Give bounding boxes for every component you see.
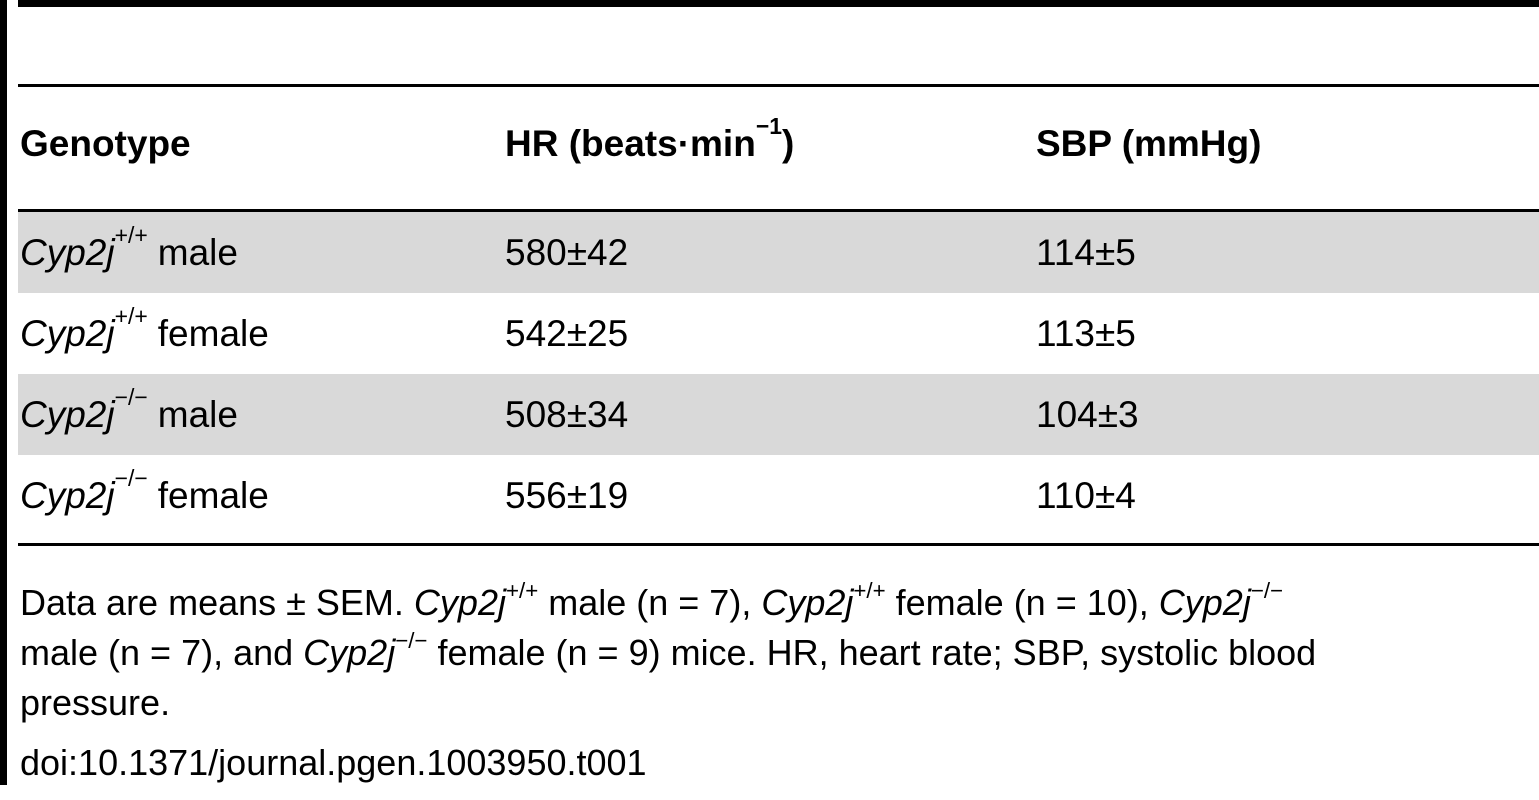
footnote-line-1: Data are means ± SEM. Cyp2j+/+ male (n =… bbox=[20, 578, 1539, 630]
genotype-superscript: −/− bbox=[114, 464, 148, 491]
footnote-line-2: male (n = 7), and Cyp2j−/− female (n = 9… bbox=[20, 628, 1539, 680]
header-hr-close: ) bbox=[781, 123, 795, 164]
table-row: Cyp2j +/+ female 542±25 113±5 bbox=[18, 293, 1539, 374]
header-bottom-rule bbox=[18, 209, 1539, 212]
genotype-superscript: −/− bbox=[114, 383, 148, 410]
genotype-superscript: +/+ bbox=[114, 221, 148, 248]
gene-name: Cyp2j bbox=[761, 582, 854, 623]
footnote-text: female (n = 10), bbox=[885, 582, 1159, 623]
genotype-superscript: +/+ bbox=[114, 302, 148, 329]
header-genotype: Genotype bbox=[20, 123, 191, 164]
table-row: Cyp2j +/+ male 580±42 114±5 bbox=[18, 212, 1539, 293]
hr-cell: 580±42 bbox=[505, 231, 629, 273]
table-row: Cyp2j −/− male 508±34 104±3 bbox=[18, 374, 1539, 455]
footnote-text: female (n = 9) mice. HR, heart rate; SBP… bbox=[427, 632, 1317, 673]
doi-link[interactable]: doi:10.1371/journal.pgen.1003950.t001 bbox=[20, 742, 647, 783]
sex-label: male bbox=[157, 393, 238, 435]
gene-name: Cyp2j bbox=[20, 474, 115, 516]
sbp-cell: 110±4 bbox=[1036, 474, 1136, 516]
footnote-text: male (n = 7), and bbox=[20, 632, 304, 673]
gene-name: Cyp2j bbox=[303, 632, 396, 673]
sex-label: female bbox=[157, 474, 269, 516]
table-bottom-rule bbox=[18, 543, 1539, 546]
top-rule bbox=[18, 0, 1539, 7]
genotype-cell: Cyp2j −/− female bbox=[20, 455, 269, 536]
genotype-superscript: +/+ bbox=[505, 578, 539, 604]
gene-name: Cyp2j bbox=[20, 312, 115, 354]
genotype-cell: Cyp2j +/+ female bbox=[20, 293, 269, 374]
genotype-cell: Cyp2j −/− male bbox=[20, 374, 238, 455]
genotype-superscript: −/− bbox=[395, 628, 428, 654]
gene-name: Cyp2j bbox=[20, 231, 115, 273]
header-hr: HR (beats·min −1) bbox=[505, 100, 794, 188]
sex-label: female bbox=[157, 312, 269, 354]
sex-label: male bbox=[157, 231, 238, 273]
table-footnote: Data are means ± SEM. Cyp2j+/+ male (n =… bbox=[20, 578, 1539, 725]
gene-name: Cyp2j bbox=[20, 393, 115, 435]
gene-name: Cyp2j bbox=[1158, 582, 1251, 623]
header-top-rule bbox=[18, 84, 1539, 87]
hr-cell: 556±19 bbox=[505, 474, 629, 516]
header-hr-exponent: −1 bbox=[755, 113, 782, 140]
header-row: Genotype HR (beats·min −1) SBP (mmHg) bbox=[18, 100, 1539, 188]
sbp-cell: 104±3 bbox=[1036, 393, 1139, 435]
sbp-cell: 114±5 bbox=[1036, 231, 1136, 273]
genotype-superscript: +/+ bbox=[853, 578, 886, 604]
footnote-text: Data are means ± SEM. bbox=[20, 582, 414, 623]
genotype-superscript: −/− bbox=[1250, 578, 1284, 604]
table-row: Cyp2j −/− female 556±19 110±4 bbox=[18, 455, 1539, 536]
hr-cell: 542±25 bbox=[505, 312, 629, 354]
hr-cell: 508±34 bbox=[505, 393, 629, 435]
sbp-cell: 113±5 bbox=[1036, 312, 1136, 354]
header-hr-label: HR (beats·min bbox=[505, 123, 756, 164]
genotype-cell: Cyp2j +/+ male bbox=[20, 212, 238, 293]
gene-name: Cyp2j bbox=[413, 582, 506, 623]
left-border bbox=[0, 0, 7, 785]
footnote-line-3: pressure. bbox=[20, 682, 171, 723]
header-sbp: SBP (mmHg) bbox=[1036, 123, 1262, 164]
footnote-text: male (n = 7), bbox=[538, 582, 762, 623]
